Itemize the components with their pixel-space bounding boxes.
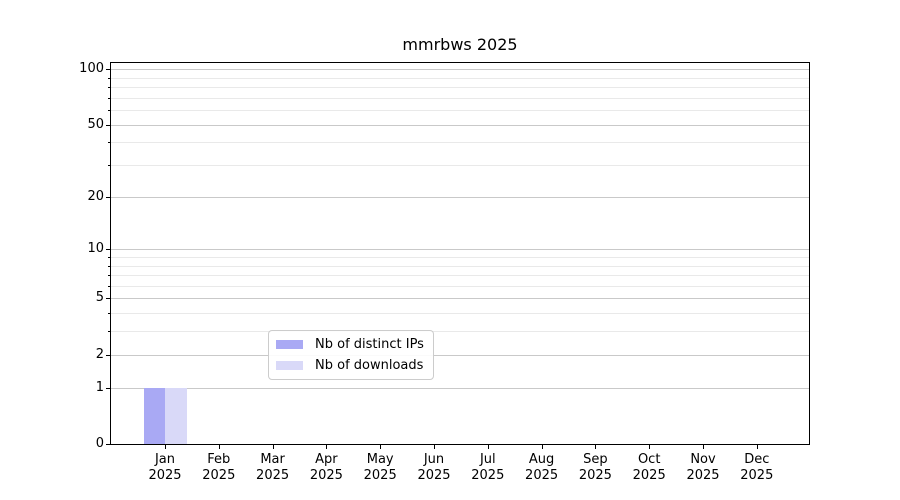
- y-axis-tick-label: 100: [79, 61, 104, 76]
- gridline-major: [111, 69, 809, 70]
- bar-distinct-ips-jan: [143, 387, 165, 444]
- x-axis-tick: [756, 445, 758, 449]
- gridline-major: [111, 354, 809, 356]
- y-axis-tick: [106, 387, 110, 389]
- gridline-minor: [111, 265, 809, 267]
- x-axis-tick: [218, 445, 220, 449]
- x-axis-tick-label: Sep 2025: [578, 452, 612, 483]
- gridline-minor: [111, 142, 809, 144]
- x-axis-tick-label: Oct 2025: [632, 452, 666, 483]
- y-axis-minor-tick: [108, 313, 110, 315]
- y-axis-minor-tick: [108, 97, 110, 99]
- x-axis-tick-label: Dec 2025: [740, 452, 774, 483]
- x-axis-tick-label: Jun 2025: [417, 452, 451, 483]
- x-axis-tick-label: Mar 2025: [256, 452, 290, 483]
- x-axis-tick: [165, 445, 166, 449]
- gridline-minor: [111, 275, 809, 276]
- gridline-minor: [111, 256, 809, 258]
- y-axis-tick: [106, 124, 110, 126]
- gridline-minor: [111, 313, 809, 315]
- y-axis-minor-tick: [108, 86, 110, 88]
- bar-downloads-jan: [165, 387, 187, 444]
- x-axis-tick-label: Jul 2025: [471, 452, 505, 483]
- x-axis-tick-label: Jan 2025: [148, 452, 182, 483]
- y-axis-tick-label: 2: [95, 346, 104, 362]
- gridline-minor: [111, 110, 809, 111]
- x-axis-tick: [595, 445, 597, 449]
- x-axis-tick-label: Aug 2025: [525, 452, 559, 483]
- y-axis-tick: [106, 196, 110, 198]
- y-axis-tick-label: 10: [87, 241, 104, 257]
- gridline-major: [111, 249, 809, 251]
- legend-swatch-distinct-ips: [276, 340, 303, 349]
- y-axis-tick-label: 0: [95, 436, 104, 451]
- gridline-major: [111, 196, 809, 198]
- x-axis-tick: [326, 445, 328, 449]
- x-axis-tick-label: Apr 2025: [309, 452, 343, 483]
- x-axis-tick: [649, 445, 651, 449]
- plot-area: 0 1 2 5 10 20 50 100 Jan 2025 Feb 2025 Mar 2025 Apr…: [79, 61, 810, 483]
- gridline-major: [111, 124, 809, 126]
- x-axis-tick-label: May 2025: [363, 452, 397, 483]
- y-axis-minor-tick: [108, 275, 110, 276]
- legend-entry-distinct-ips: Nb of distinct IPs: [276, 337, 424, 352]
- gridline-minor: [111, 86, 809, 88]
- x-axis-tick: [487, 445, 489, 449]
- legend-swatch-downloads: [276, 361, 303, 370]
- legend-label-downloads: Nb of downloads: [315, 358, 424, 373]
- y-axis-minor-tick: [108, 142, 110, 144]
- x-axis-tick-label: Nov 2025: [686, 452, 720, 483]
- y-axis-tick-label: 50: [87, 116, 104, 132]
- gridline-minor: [111, 97, 809, 99]
- gridline-minor: [111, 77, 809, 79]
- y-axis-tick-label: 20: [87, 188, 104, 204]
- x-axis-tick: [380, 445, 382, 449]
- gridline-major: [111, 298, 809, 300]
- y-axis-minor-tick: [108, 331, 110, 333]
- x-axis-tick-label: Feb 2025: [202, 452, 236, 483]
- y-axis-tick: [106, 249, 110, 251]
- y-axis-tick-label: 1: [95, 379, 104, 395]
- gridline-minor: [111, 331, 809, 333]
- gridline-minor: [111, 285, 809, 287]
- gridline-major: [111, 387, 809, 389]
- y-axis-tick: [106, 298, 110, 300]
- chart-title: mmrbws 2025: [402, 35, 518, 54]
- x-axis-tick: [703, 445, 704, 449]
- x-axis-tick: [541, 445, 543, 449]
- y-axis-tick: [106, 354, 110, 356]
- y-axis-minor-tick: [108, 77, 110, 79]
- gridline-minor: [111, 165, 809, 166]
- y-axis-tick: [106, 444, 110, 445]
- y-axis-minor-tick: [108, 256, 110, 258]
- x-axis-tick: [272, 445, 274, 449]
- legend-entry-downloads: Nb of downloads: [276, 358, 424, 373]
- y-axis-tick-label: 5: [95, 290, 104, 306]
- x-axis-tick: [434, 445, 435, 449]
- legend: Nb of distinct IPs Nb of downloads: [268, 330, 434, 380]
- y-axis-minor-tick: [108, 110, 110, 111]
- y-axis-minor-tick: [108, 265, 110, 267]
- y-axis-tick: [106, 69, 110, 70]
- y-axis-minor-tick: [108, 165, 110, 166]
- y-axis-minor-tick: [108, 285, 110, 287]
- legend-label-distinct-ips: Nb of distinct IPs: [315, 337, 424, 352]
